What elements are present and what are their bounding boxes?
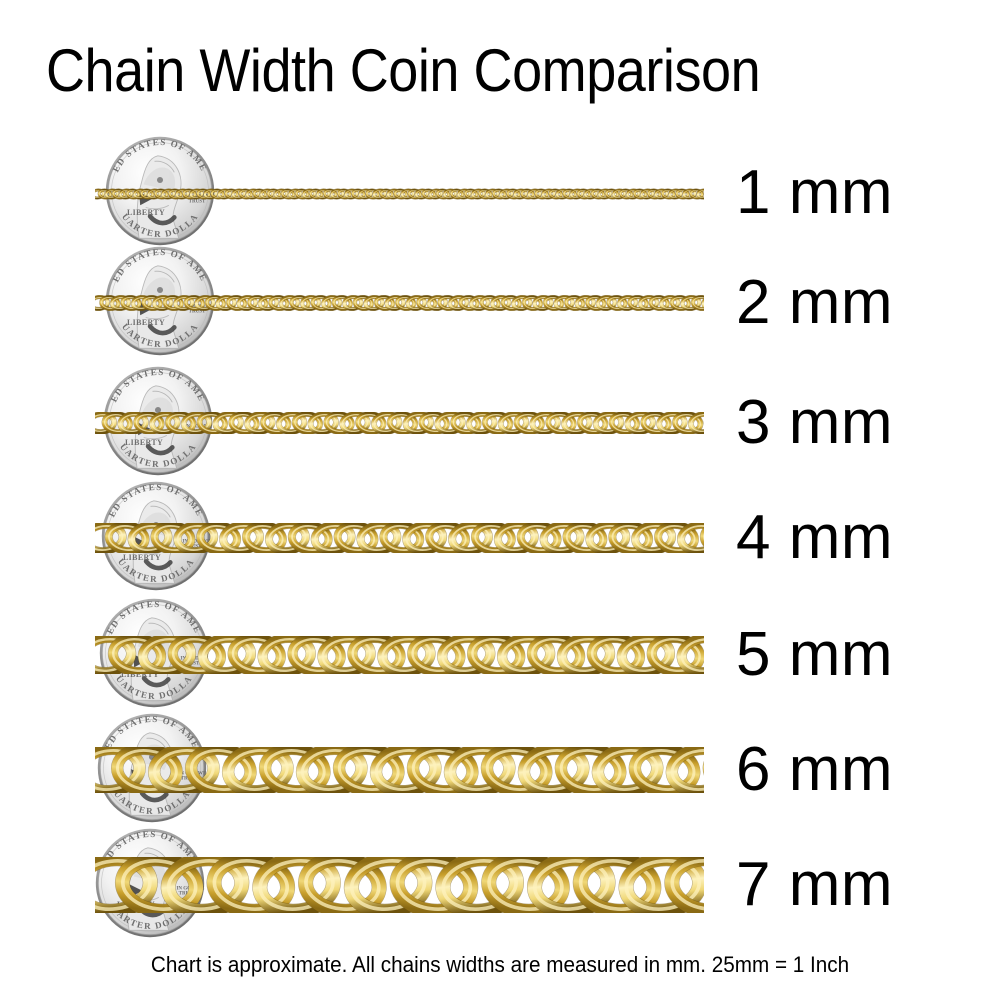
chain-width-label: 2 mm [736, 268, 893, 337]
chain-width-label: 6 mm [736, 735, 893, 804]
chain-row: UNITED STATES OF AMERICA QUARTER DOLLAR … [0, 590, 1000, 720]
chain-strand [95, 857, 704, 918]
chain-strand [95, 523, 704, 558]
svg-text:LIBERTY: LIBERTY [125, 438, 163, 447]
svg-text:LIBERTY: LIBERTY [127, 318, 165, 327]
chain-width-label: 3 mm [736, 388, 893, 457]
svg-text:LIBERTY: LIBERTY [123, 553, 161, 562]
chain-strand [95, 295, 704, 316]
chain-row: UNITED STATES OF AMERICA QUARTER DOLLAR … [0, 820, 1000, 950]
footer-note: Chart is approximate. All chains widths … [150, 952, 850, 977]
svg-text:TRUST: TRUST [185, 544, 202, 550]
chain-width-label: 5 mm [736, 620, 893, 689]
page-title: Chain Width Coin Comparison [46, 37, 761, 104]
chain-strand [95, 412, 704, 439]
svg-text:TRUST: TRUST [189, 199, 206, 205]
svg-text:IN GOD WE: IN GOD WE [182, 539, 211, 545]
chain-width-label: 7 mm [736, 850, 893, 919]
chain-row: UNITED STATES OF AMERICA QUARTER DOLLAR … [0, 358, 1000, 488]
svg-text:LIBERTY: LIBERTY [127, 208, 165, 217]
svg-text:LIBERTY: LIBERTY [121, 670, 159, 679]
chain-row: UNITED STATES OF AMERICA QUARTER DOLLAR … [0, 128, 1000, 258]
chain-strand [95, 747, 704, 798]
quarter-coin: UNITED STATES OF AMERICA QUARTER DOLLAR … [101, 128, 215, 251]
chain-strand [95, 187, 704, 205]
chain-row: UNITED STATES OF AMERICA QUARTER DOLLAR … [0, 473, 1000, 603]
chain-row: UNITED STATES OF AMERICA QUARTER DOLLAR … [0, 238, 1000, 368]
svg-text:TRUST: TRUST [189, 309, 206, 315]
chain-strand [95, 636, 704, 679]
chain-width-label: 4 mm [736, 503, 893, 572]
chain-width-label: 1 mm [736, 158, 893, 227]
chain-row: UNITED STATES OF AMERICA QUARTER DOLLAR … [0, 705, 1000, 835]
